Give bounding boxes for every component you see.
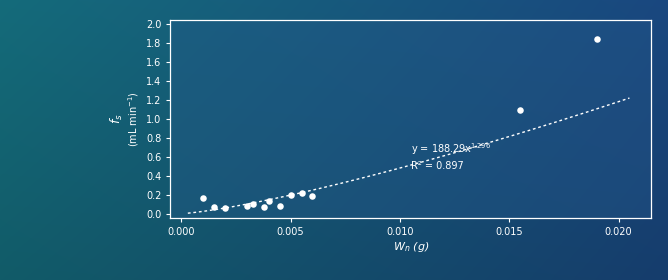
Point	[515, 107, 526, 112]
Point	[208, 205, 219, 209]
X-axis label: $W_n$ (g): $W_n$ (g)	[393, 240, 429, 254]
Text: (mL min$^{-1}$): (mL min$^{-1}$)	[126, 91, 141, 147]
Point	[198, 195, 208, 200]
Point	[591, 36, 602, 41]
Point	[275, 204, 285, 208]
Point	[307, 193, 318, 198]
Point	[242, 204, 253, 208]
Point	[248, 202, 259, 206]
Text: y = 188.29x$^{1.296}$: y = 188.29x$^{1.296}$	[411, 141, 491, 157]
Point	[296, 191, 307, 195]
Point	[220, 206, 230, 210]
Point	[259, 205, 270, 209]
Point	[285, 192, 296, 197]
Text: $f_s$: $f_s$	[109, 114, 125, 124]
Point	[263, 199, 274, 204]
Text: R² = 0.897: R² = 0.897	[411, 161, 464, 171]
